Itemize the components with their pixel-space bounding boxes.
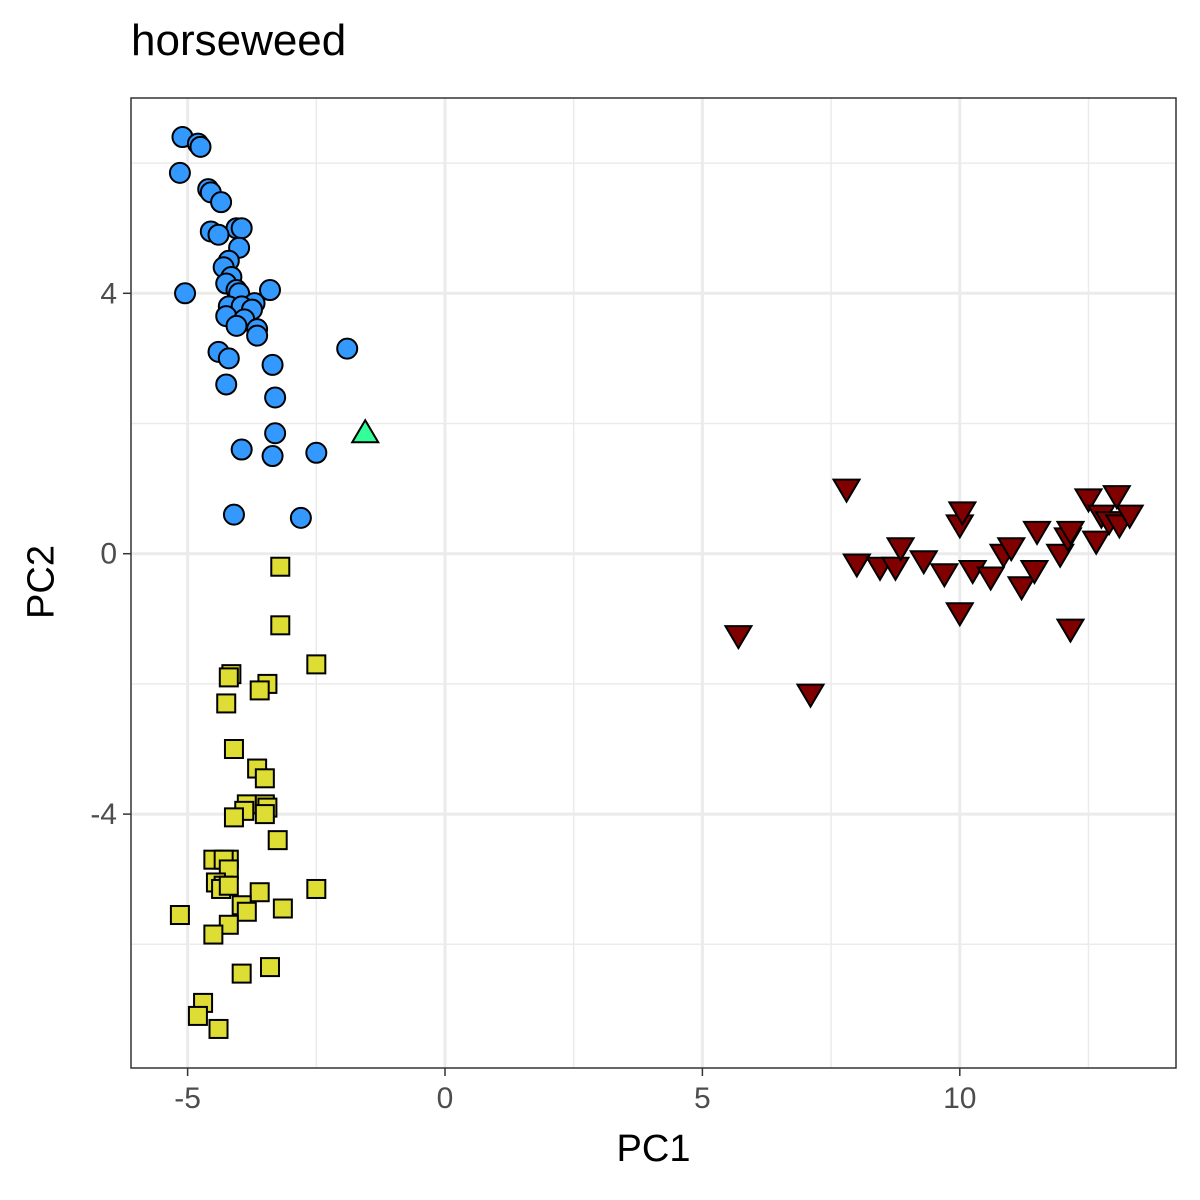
data-point-square [270, 556, 291, 577]
data-point-triangle-down [842, 553, 872, 579]
data-point-square [223, 739, 244, 760]
data-point-square [254, 804, 275, 825]
data-point-triangle-down [909, 550, 939, 576]
data-point-circle [230, 438, 253, 461]
data-point-triangle-down [831, 478, 862, 504]
data-point-circle [261, 353, 284, 376]
data-point-triangle-down [1022, 520, 1052, 546]
data-point-square [306, 878, 327, 899]
x-tick-label: 10 [943, 1082, 976, 1115]
data-point-square [216, 693, 237, 714]
data-point-square [169, 905, 190, 926]
y-tick-label: 4 [100, 277, 117, 310]
x-axis-label: PC1 [616, 1128, 691, 1170]
data-point-triangle-down [1055, 618, 1086, 644]
data-point-circle [264, 422, 287, 445]
chart-title: horseweed [131, 16, 347, 65]
data-point-circle [210, 191, 233, 214]
data-point-square [223, 807, 244, 828]
data-point-triangle-down [1102, 485, 1132, 511]
y-tick-label: 0 [100, 538, 117, 571]
data-point-circle [222, 503, 245, 526]
data-point-circle [217, 347, 240, 370]
data-point-circle [230, 217, 253, 240]
data-point-circle [168, 161, 191, 184]
data-point-square [218, 875, 239, 896]
data-point-triangle-down [1081, 530, 1111, 556]
y-tick-label: -4 [90, 798, 117, 831]
data-point-square [187, 1005, 208, 1026]
grid-lines [131, 98, 1176, 1068]
data-point-circle [261, 445, 284, 468]
data-point-circle [336, 337, 359, 360]
data-point-circle [264, 386, 287, 409]
plot-panel [131, 98, 1176, 1068]
y-axis-label: PC2 [20, 545, 63, 619]
data-point-triangle-down [1073, 488, 1104, 514]
x-tick-label: -5 [174, 1082, 201, 1115]
data-point-square [249, 882, 270, 903]
data-point-triangle-down [996, 537, 1027, 563]
data-point-triangle-down [1055, 520, 1086, 546]
x-tick-label: 0 [437, 1082, 454, 1115]
data-point-circle [258, 279, 281, 302]
data-point-circle [215, 373, 238, 396]
data-point-square [270, 615, 291, 636]
data-point-triangle-down [1114, 504, 1145, 530]
data-point-triangle-down [929, 563, 960, 589]
data-point-square [267, 830, 288, 851]
data-point-triangle-down [957, 559, 988, 585]
data-point-square [203, 924, 224, 945]
axes: -5 0 5 10 -4 0 4 [90, 277, 976, 1115]
data-point-triangle-down [723, 625, 754, 651]
data-point-square [236, 901, 257, 922]
data-point-triangle-up [350, 418, 380, 444]
data-point-square [231, 963, 252, 984]
data-point-square [306, 654, 327, 675]
data-point-square [254, 768, 275, 789]
data-point-circle [305, 441, 328, 464]
data-point-triangle-down [945, 602, 975, 628]
plot-border [130, 97, 1177, 1069]
data-point-triangle-down [975, 566, 1006, 592]
data-point-triangle-down [947, 501, 978, 527]
data-point-square [272, 898, 293, 919]
data-point-circle [189, 135, 212, 158]
data-point-circle [207, 223, 230, 246]
data-point-triangle-down [795, 683, 826, 709]
data-point-triangle-down [1006, 576, 1037, 602]
data-point-triangle-down [885, 537, 916, 563]
data-point-triangle-down [1019, 559, 1050, 585]
data-points [168, 126, 1145, 1039]
data-point-square [249, 680, 270, 701]
data-point-square [259, 957, 280, 978]
data-point-circle [289, 506, 312, 529]
data-point-square [208, 1018, 229, 1039]
x-tick-label: 5 [694, 1082, 711, 1115]
data-point-circle [174, 282, 197, 305]
data-point-square [218, 667, 239, 688]
data-point-triangle-down [880, 556, 911, 582]
data-point-circle [225, 314, 248, 337]
data-point-circle [246, 324, 269, 347]
